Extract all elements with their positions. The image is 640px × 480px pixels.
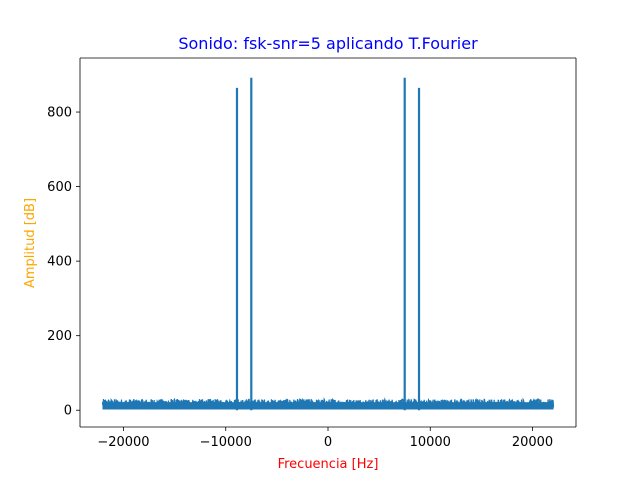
plot-background bbox=[80, 58, 576, 427]
x-tick-label-0: −20000 bbox=[97, 435, 149, 450]
y-tick-label-2: 400 bbox=[47, 255, 72, 270]
plot-area: −20000 −10000 0 10000 20000 0 200 400 600 800 bbox=[47, 57, 577, 450]
y-axis-label: Amplitud [dB] bbox=[23, 198, 38, 288]
y-tick-label-3: 600 bbox=[47, 180, 72, 195]
y-tick-label-4: 800 bbox=[47, 106, 72, 121]
series-group bbox=[101, 77, 555, 411]
series-noise-band bbox=[102, 402, 554, 410]
axes-group: −20000 −10000 0 10000 20000 0 200 400 600 800 bbox=[47, 57, 577, 450]
y-tick-label-0: 0 bbox=[64, 404, 72, 419]
chart-title: Sonido: fsk-snr=5 aplicando T.Fourier bbox=[178, 34, 478, 53]
x-tick-label-3: 10000 bbox=[410, 435, 451, 450]
x-tick-label-4: 20000 bbox=[512, 435, 553, 450]
y-tick-label-1: 200 bbox=[47, 329, 72, 344]
x-tick-label-2: 0 bbox=[324, 435, 332, 450]
x-axis-label: Frecuencia [Hz] bbox=[278, 457, 379, 472]
x-tick-label-1: −10000 bbox=[200, 435, 252, 450]
